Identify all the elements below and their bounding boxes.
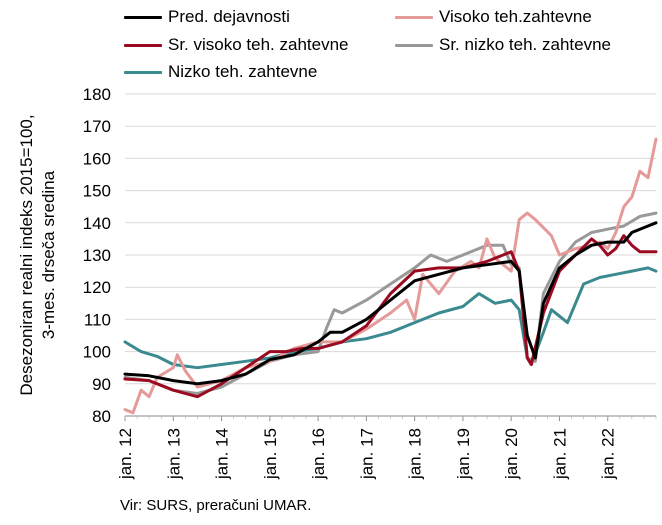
source-note: Vir: SURS, preračuni UMAR. [120, 497, 312, 514]
x-tick-label: jan. 19 [454, 428, 473, 480]
y-axis-title: Desezoniran realni indeks 2015=100, 3-me… [16, 85, 60, 425]
y-tick-label: 90 [92, 375, 111, 394]
x-tick-label: jan. 18 [406, 428, 425, 480]
legend-label: Nizko teh. zahtevne [168, 62, 318, 81]
x-tick-label: jan. 16 [309, 428, 328, 480]
y-tick-label: 160 [83, 149, 111, 168]
legend-swatch [395, 43, 433, 47]
y-tick-label: 120 [83, 278, 111, 297]
y-tick-label: 180 [83, 85, 111, 104]
legend-label: Sr. nizko teh. zahtevne [439, 35, 611, 54]
series-line-0 [123, 221, 658, 386]
y-axis-title-line-2: 3-mes. drseča sredina [39, 170, 58, 340]
x-tick-label: jan. 13 [164, 428, 183, 480]
legend-item-sr-visoko: Sr. visoko teh. zahtevne [124, 34, 349, 56]
y-axis-title-line-1: Desezoniran realni indeks 2015=100, [17, 114, 36, 396]
y-tick-label: 130 [83, 246, 111, 265]
legend-swatch [124, 15, 162, 19]
legend-swatch [124, 70, 162, 74]
series-line-1 [123, 137, 658, 415]
y-tick-label: 170 [83, 117, 111, 136]
x-tick-label: jan. 21 [550, 428, 569, 480]
y-tick-label: 150 [83, 182, 111, 201]
legend-swatch [124, 43, 162, 47]
x-tick-label: jan. 22 [599, 428, 618, 480]
legend-label: Sr. visoko teh. zahtevne [168, 35, 349, 54]
x-tick-label: jan. 15 [261, 428, 280, 480]
legend-swatch [395, 15, 433, 19]
legend-item-visoko: Visoko teh.zahtevne [395, 6, 592, 28]
y-tick-label: 140 [83, 214, 111, 233]
legend-label: Visoko teh.zahtevne [439, 7, 592, 26]
legend-label: Pred. dejavnosti [168, 7, 290, 26]
chart-legend: Pred. dejavnosti Visoko teh.zahtevne Sr.… [0, 0, 662, 90]
chart-axes: 80 90 100 110 120 130 140 150 160 170 180 jan. 12 ja… [83, 85, 657, 480]
legend-item-nizko: Nizko teh. zahtevne [124, 61, 317, 83]
x-tick-label: jan. 14 [213, 428, 232, 480]
series-line-2 [123, 234, 658, 399]
x-tick-label: jan. 20 [502, 428, 521, 480]
y-tick-label: 110 [84, 310, 111, 329]
legend-item-pred-dejavnosti: Pred. dejavnosti [124, 6, 290, 28]
y-tick-label: 80 [92, 407, 111, 426]
x-tick-label: jan. 12 [116, 428, 135, 480]
y-tick-label: 100 [83, 343, 111, 362]
x-tick-label: jan. 17 [357, 428, 376, 480]
chart-series [123, 137, 658, 415]
legend-item-sr-nizko: Sr. nizko teh. zahtevne [395, 34, 611, 56]
series-line-4 [123, 266, 658, 370]
